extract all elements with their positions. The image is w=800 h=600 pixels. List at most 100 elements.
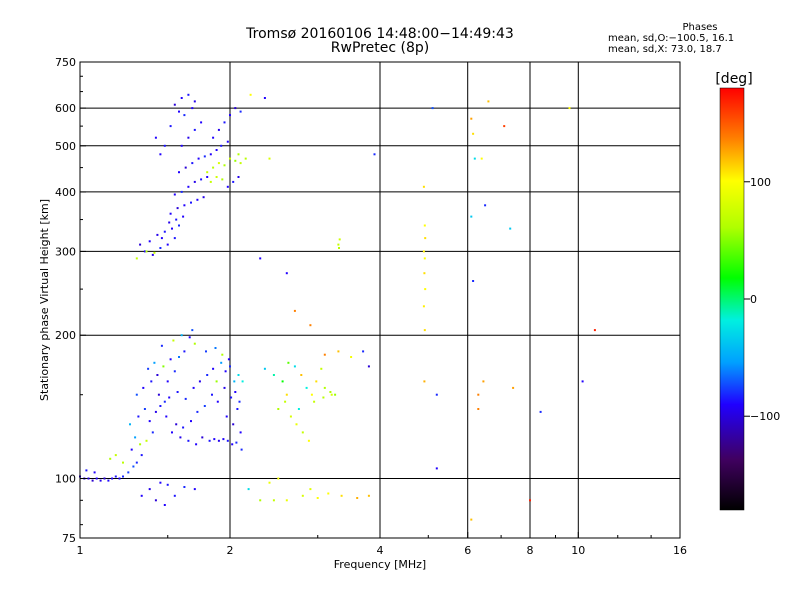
- data-point: [173, 494, 176, 497]
- data-point: [313, 400, 316, 403]
- data-point: [179, 436, 182, 439]
- data-point: [237, 374, 240, 376]
- data-point: [337, 243, 340, 246]
- data-point: [529, 499, 531, 502]
- data-point: [178, 171, 180, 174]
- data-point: [480, 157, 483, 160]
- data-point: [213, 438, 216, 441]
- y-tick-label: 400: [55, 186, 76, 199]
- data-point: [581, 380, 584, 383]
- data-point: [180, 190, 183, 193]
- data-point: [193, 342, 196, 345]
- data-point: [289, 415, 292, 418]
- data-point: [168, 221, 171, 224]
- data-point: [539, 410, 542, 413]
- data-point: [230, 396, 233, 399]
- data-point: [193, 128, 196, 131]
- data-point: [95, 477, 98, 480]
- data-point: [240, 448, 243, 451]
- colorbar-ticks: 100 0 −100: [744, 176, 780, 423]
- chart-title: Tromsø 20160106 14:48:00−14:49:43: [246, 26, 514, 42]
- data-point: [220, 361, 223, 364]
- data-point: [249, 93, 252, 96]
- data-point: [226, 140, 229, 143]
- data-point: [122, 461, 124, 464]
- data-point: [431, 107, 434, 110]
- data-point: [192, 386, 195, 389]
- data-point: [209, 180, 212, 183]
- data-point: [171, 431, 173, 434]
- data-point: [482, 380, 485, 383]
- data-point: [422, 185, 425, 188]
- data-point: [277, 477, 280, 480]
- data-point: [472, 132, 475, 135]
- data-point: [472, 280, 475, 282]
- y-axis-label: Stationary phase Virtual Height [km]: [38, 199, 51, 401]
- data-point: [184, 397, 187, 400]
- data-point: [422, 250, 425, 253]
- data-point: [272, 499, 275, 502]
- data-point: [217, 162, 220, 165]
- data-point: [320, 367, 323, 370]
- data-point: [195, 443, 198, 446]
- data-point: [206, 171, 209, 174]
- data-point: [263, 367, 266, 370]
- data-point: [239, 110, 242, 113]
- data-point: [178, 356, 180, 358]
- y-tick-label: 500: [55, 140, 76, 153]
- data-point: [301, 431, 304, 434]
- data-point: [140, 494, 143, 497]
- data-point: [509, 227, 512, 230]
- data-point: [337, 350, 340, 353]
- data-point: [143, 408, 146, 410]
- data-point: [435, 467, 438, 470]
- data-point: [221, 353, 224, 356]
- data-point: [215, 176, 218, 178]
- x-tick-label: 10: [571, 544, 585, 557]
- data-point: [191, 162, 194, 165]
- data-point: [284, 400, 287, 403]
- data-point: [316, 497, 319, 499]
- data-point: [142, 386, 145, 389]
- data-point: [135, 257, 138, 260]
- data-point: [171, 227, 173, 230]
- data-point: [226, 185, 229, 188]
- data-point: [157, 393, 160, 396]
- data-point: [173, 193, 176, 196]
- y-tick-label: 200: [55, 329, 76, 342]
- data-point: [203, 405, 206, 407]
- colorbar-tick-label: 100: [750, 176, 771, 189]
- data-point: [154, 410, 157, 413]
- data-point: [234, 107, 237, 110]
- data-point: [221, 178, 224, 181]
- data-point: [159, 247, 162, 249]
- data-point: [300, 374, 303, 376]
- data-point: [130, 448, 133, 451]
- data-point: [285, 499, 288, 502]
- data-point: [330, 393, 333, 396]
- data-point: [473, 157, 476, 160]
- data-point: [139, 243, 142, 246]
- data-point: [154, 136, 157, 139]
- data-point: [223, 386, 226, 389]
- data-point: [423, 224, 426, 227]
- data-point: [99, 479, 102, 482]
- data-point: [201, 436, 204, 439]
- data-point: [180, 334, 183, 337]
- data-point: [216, 400, 219, 403]
- data-point: [259, 499, 262, 502]
- data-point: [234, 391, 237, 393]
- data-point: [156, 233, 159, 236]
- data-point: [244, 157, 247, 160]
- data-points: [79, 93, 596, 521]
- data-point: [234, 159, 237, 162]
- data-point: [223, 121, 226, 124]
- data-point: [173, 370, 176, 373]
- data-point: [423, 257, 426, 260]
- data-point: [139, 443, 142, 446]
- data-point: [247, 488, 250, 491]
- data-point: [166, 483, 169, 486]
- data-point: [239, 162, 242, 165]
- phases-o-mode: mean, sd,O:−100.5, 16.1: [608, 33, 735, 44]
- data-point: [477, 408, 480, 410]
